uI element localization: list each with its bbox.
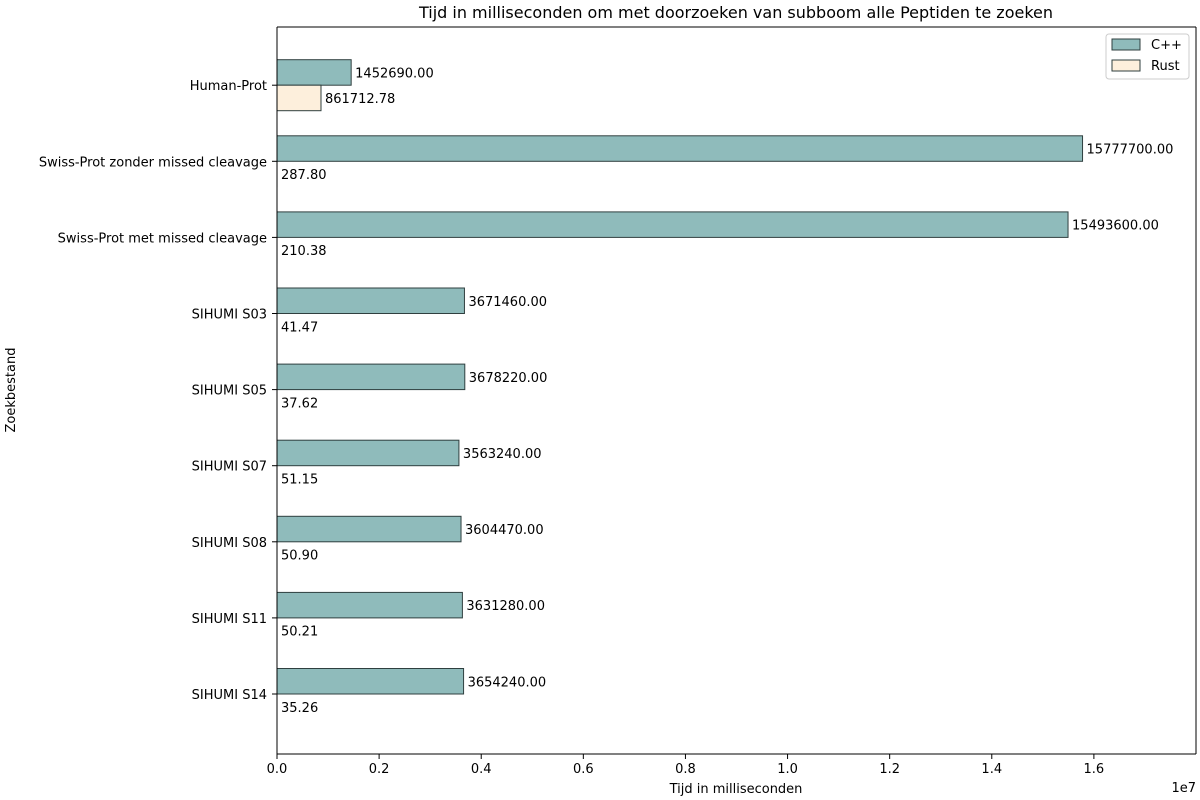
legend-label-rust: Rust: [1151, 59, 1180, 74]
legend-label-cpp: C++: [1151, 38, 1182, 53]
x-tick-label-2: 0.4: [471, 762, 492, 777]
y-axis-label: Zoekbestand: [4, 348, 19, 433]
data-label-cpp-5: 3563240.00: [463, 447, 542, 462]
bar-cpp-7: [276, 591, 463, 619]
x-tick-label-5: 1.0: [777, 762, 798, 777]
data-label-rust-7: 50.21: [281, 625, 318, 640]
y-tick-label-0: Human-Prot: [190, 79, 267, 94]
y-tick-label-1: Swiss-Prot zonder missed cleavage: [39, 155, 267, 170]
y-tick-label-4: SIHUMI S05: [192, 384, 267, 399]
bar-cpp-0: [276, 59, 352, 86]
legend: C++ Rust: [1105, 33, 1190, 80]
bar-cpp-8: [276, 668, 465, 695]
data-label-cpp-3: 3671460.00: [468, 295, 547, 310]
y-tick-label-5: SIHUMI S07: [192, 460, 267, 475]
y-tick-label-3: SIHUMI S03: [192, 308, 267, 323]
data-label-rust-2: 210.38: [281, 244, 327, 259]
bar-cpp-2: [276, 211, 1069, 238]
legend-swatch-cpp: [1111, 38, 1141, 51]
data-label-cpp-4: 3678220.00: [469, 371, 548, 386]
data-label-cpp-2: 15493600.00: [1072, 219, 1159, 234]
bar-cpp-3: [276, 287, 465, 314]
data-label-cpp-8: 3654240.00: [468, 675, 547, 690]
data-label-rust-4: 37.62: [281, 396, 318, 411]
bar-cpp-6: [276, 515, 462, 543]
x-tick-label-4: 0.8: [675, 762, 696, 777]
plot-area: 1452690.00 15777700.00 15493600.00 3671460.…: [39, 26, 1197, 777]
x-axis-label: Tijd in milliseconden: [669, 782, 803, 797]
bar-rust-0: [276, 84, 322, 112]
x-tick-label-0: 0.0: [267, 762, 288, 777]
x-tick-label-1: 0.2: [369, 762, 390, 777]
y-tick-label-6: SIHUMI S08: [192, 536, 267, 551]
bar-cpp-1: [276, 135, 1084, 162]
data-label-cpp-1: 15777700.00: [1087, 143, 1174, 158]
x-axis-offset-label: 1e7: [1171, 781, 1196, 796]
data-label-rust-1: 287.80: [281, 168, 327, 183]
x-tick-label-7: 1.4: [981, 762, 1002, 777]
data-label-rust-0: 861712.78: [325, 92, 395, 107]
data-label-rust-6: 50.90: [281, 549, 318, 564]
x-tick-label-6: 1.2: [879, 762, 900, 777]
data-label-cpp-7: 3631280.00: [466, 599, 545, 614]
legend-swatch-rust: [1111, 59, 1141, 72]
data-label-cpp-0: 1452690.00: [355, 66, 434, 81]
x-tick-label-3: 0.6: [573, 762, 594, 777]
bar-cpp-4: [276, 363, 466, 391]
y-tick-label-2: Swiss-Prot met missed cleavage: [58, 231, 267, 246]
y-tick-label-7: SIHUMI S11: [192, 612, 267, 627]
chart-title: Tijd in milliseconden om met doorzoeken …: [418, 3, 1053, 22]
y-tick-label-8: SIHUMI S14: [192, 688, 267, 703]
bar-cpp-5: [276, 439, 460, 467]
data-label-rust-8: 35.26: [281, 701, 318, 716]
data-label-rust-3: 41.47: [281, 320, 318, 335]
data-label-cpp-6: 3604470.00: [465, 523, 544, 538]
x-tick-label-8: 1.6: [1084, 762, 1105, 777]
data-label-rust-5: 51.15: [281, 472, 318, 487]
